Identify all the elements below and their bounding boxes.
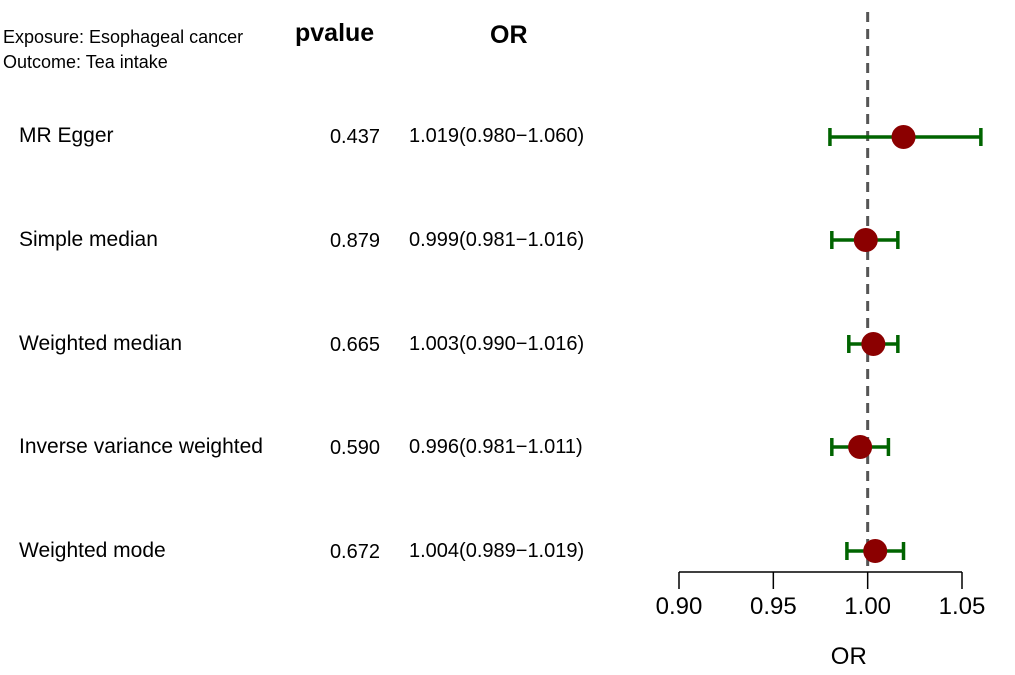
method-label-3: Inverse variance weighted: [19, 435, 263, 458]
or-ci-3: 0.996(0.981−1.011): [409, 436, 583, 458]
or-point-2: [861, 332, 886, 356]
or-ci-1: 0.999(0.981−1.016): [409, 229, 585, 251]
or-point-0: [891, 125, 916, 149]
pvalue-3: 0.590: [329, 437, 380, 459]
or-column-header: OR: [490, 21, 528, 49]
pvalue-4: 0.672: [329, 541, 380, 563]
method-label-0: MR Egger: [19, 124, 114, 147]
outcome-label: Outcome: Tea intake: [3, 52, 168, 72]
x-axis-title: OR: [831, 643, 867, 670]
method-label-2: Weighted median: [19, 332, 183, 355]
or-ci-0: 1.019(0.980−1.060): [409, 125, 585, 147]
method-label-1: Simple median: [19, 228, 158, 251]
exposure-label: Exposure: Esophageal cancer: [3, 27, 244, 47]
pvalue-0: 0.437: [329, 126, 380, 148]
x-tick-label-2: 1.00: [844, 593, 891, 620]
or-ci-4: 1.004(0.989−1.019): [409, 540, 585, 562]
pvalue-column-header: pvalue: [295, 19, 375, 47]
or-point-4: [863, 539, 888, 563]
pvalue-1: 0.879: [329, 230, 380, 252]
or-ci-2: 1.003(0.990−1.016): [409, 333, 585, 355]
pvalue-2: 0.665: [329, 334, 380, 356]
method-label-4: Weighted mode: [19, 539, 166, 562]
x-tick-label-0: 0.90: [656, 593, 703, 620]
x-tick-label-1: 0.95: [750, 593, 797, 620]
or-point-3: [848, 435, 873, 459]
or-point-1: [853, 228, 878, 252]
x-tick-label-3: 1.05: [939, 593, 986, 620]
